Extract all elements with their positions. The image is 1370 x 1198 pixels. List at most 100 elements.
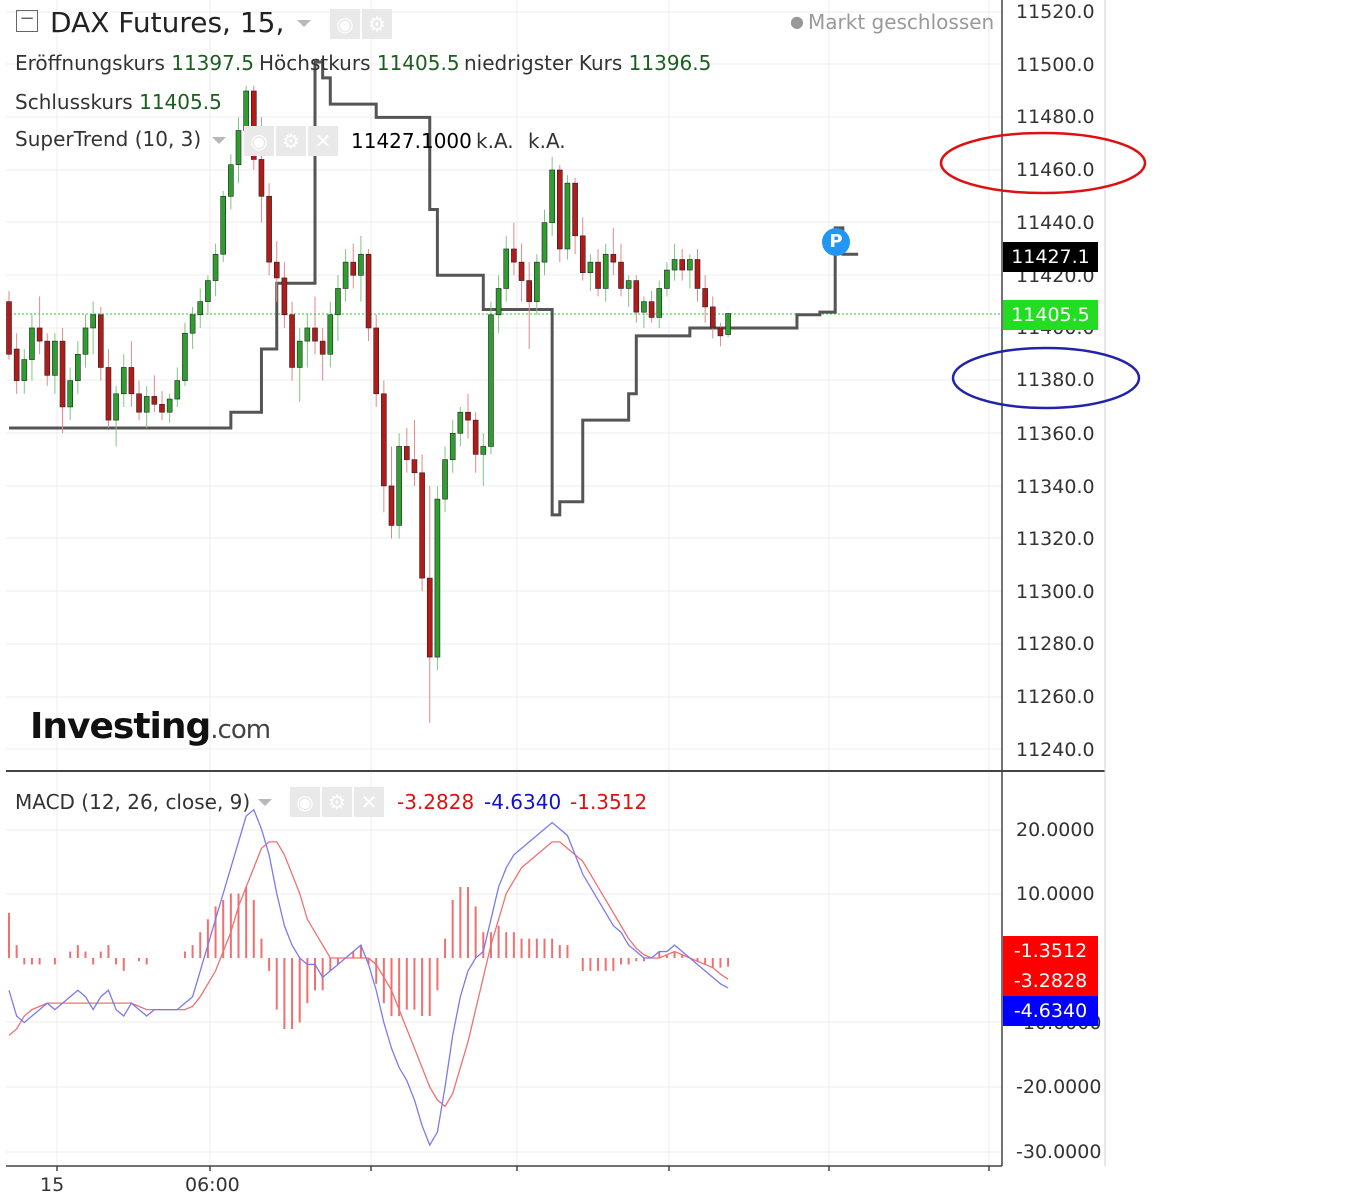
candle-body — [235, 130, 242, 166]
candle-body — [29, 327, 35, 360]
supertrend-value: 11427.1000 — [351, 129, 472, 153]
candle — [403, 428, 410, 473]
macd-tick: 10.0000 — [1016, 883, 1095, 905]
candle-body — [618, 261, 624, 289]
collapse-icon[interactable]: − — [16, 10, 38, 32]
candle-body — [579, 235, 586, 273]
candles — [6, 85, 731, 723]
candle — [426, 485, 433, 723]
candle-body — [648, 301, 655, 318]
supertrend-chevron-down-icon[interactable] — [212, 137, 226, 144]
candle — [388, 446, 395, 539]
candle — [587, 254, 594, 292]
candle-body — [67, 380, 73, 408]
candle — [572, 177, 578, 255]
candle-body — [228, 164, 234, 197]
candle-body — [572, 182, 578, 237]
candle — [419, 454, 425, 592]
candle-body — [671, 259, 678, 271]
ohlc-low: niedrigster Kurs 11396.5 — [464, 51, 711, 75]
p-marker-icon[interactable]: P — [822, 228, 850, 256]
candle — [541, 209, 548, 276]
candle-body — [480, 446, 487, 455]
candle-body — [166, 398, 173, 413]
price-tick: 11320.0 — [1016, 528, 1095, 550]
settings-gear-icon[interactable]: ⚙ — [362, 9, 392, 39]
candle-body — [556, 169, 563, 250]
price-tick: 11480.0 — [1016, 106, 1095, 128]
candle-body — [312, 327, 318, 342]
macd-eye-icon[interactable]: ◉ — [290, 787, 320, 817]
candle-body — [625, 280, 632, 289]
title-chevron-down-icon[interactable] — [297, 20, 311, 27]
candle — [182, 322, 188, 386]
visibility-eye-icon[interactable]: ◉ — [330, 9, 360, 39]
candle-body — [503, 248, 510, 289]
candle-body — [411, 459, 418, 474]
market-status: Markt geschlossen — [808, 10, 995, 34]
candle — [457, 406, 464, 447]
candle-body — [602, 253, 609, 289]
candle — [29, 314, 35, 381]
macd-value-macd: -4.6340 — [484, 790, 562, 814]
supertrend-legend-label[interactable]: SuperTrend (10, 3) — [15, 127, 202, 151]
macd-chevron-down-icon[interactable] — [258, 799, 272, 806]
annotation-red-ellipse — [939, 131, 1147, 195]
candle-body — [182, 332, 188, 381]
candle — [625, 275, 632, 307]
candle — [679, 248, 686, 281]
candle-body — [518, 261, 525, 281]
candle — [143, 385, 150, 429]
candle-body — [289, 314, 295, 368]
candle-body — [266, 196, 272, 263]
candle-body — [656, 288, 663, 318]
candle-body — [281, 277, 288, 316]
price-tick: 11360.0 — [1016, 423, 1095, 445]
candle-body — [641, 301, 647, 313]
candle-body — [251, 90, 257, 160]
candle — [396, 433, 402, 539]
macd-legend-label[interactable]: MACD (12, 26, close, 9) — [15, 790, 251, 814]
candle — [411, 420, 418, 486]
candle-body — [495, 288, 502, 316]
candle-body — [98, 314, 104, 368]
candle — [717, 322, 724, 347]
macd-value-hist: -1.3512 — [570, 790, 648, 814]
candle — [174, 367, 181, 407]
candle — [556, 164, 563, 263]
supertrend-gear-icon[interactable]: ⚙ — [276, 126, 306, 156]
candle — [526, 262, 533, 350]
supertrend-close-icon[interactable]: ✕ — [308, 126, 338, 156]
candle — [335, 275, 341, 342]
price-tick: 11380.0 — [1016, 369, 1095, 391]
supertrend-eye-icon[interactable]: ◉ — [244, 126, 274, 156]
candle — [205, 275, 211, 315]
macd-value-tag: -4.6340 — [1003, 996, 1098, 1026]
candle — [472, 412, 479, 473]
candle — [664, 262, 670, 297]
candle — [648, 291, 655, 323]
candle-body — [511, 248, 517, 263]
candle — [610, 227, 617, 276]
close-value: 11405.5 — [139, 90, 222, 114]
candle — [319, 327, 326, 381]
candle-body — [296, 340, 303, 368]
candle — [13, 333, 20, 394]
low-value: 11396.5 — [628, 51, 712, 75]
ohlc-open: Eröffnungskurs 11397.5 — [15, 51, 254, 75]
logo-brand: Investing — [30, 706, 211, 747]
macd-signal-tag: -3.2828 — [1003, 966, 1098, 996]
macd-close-icon[interactable]: ✕ — [354, 787, 384, 817]
candle — [449, 420, 456, 473]
candle — [59, 327, 66, 434]
grid — [6, 0, 1002, 1166]
price-tick: 11300.0 — [1016, 581, 1095, 603]
price-tick: 11440.0 — [1016, 212, 1095, 234]
candle-body — [174, 380, 181, 400]
candle-body — [549, 169, 555, 223]
macd-gear-icon[interactable]: ⚙ — [322, 787, 352, 817]
price-tick: 11280.0 — [1016, 633, 1095, 655]
candle-body — [327, 314, 334, 355]
candle-body — [365, 253, 372, 329]
